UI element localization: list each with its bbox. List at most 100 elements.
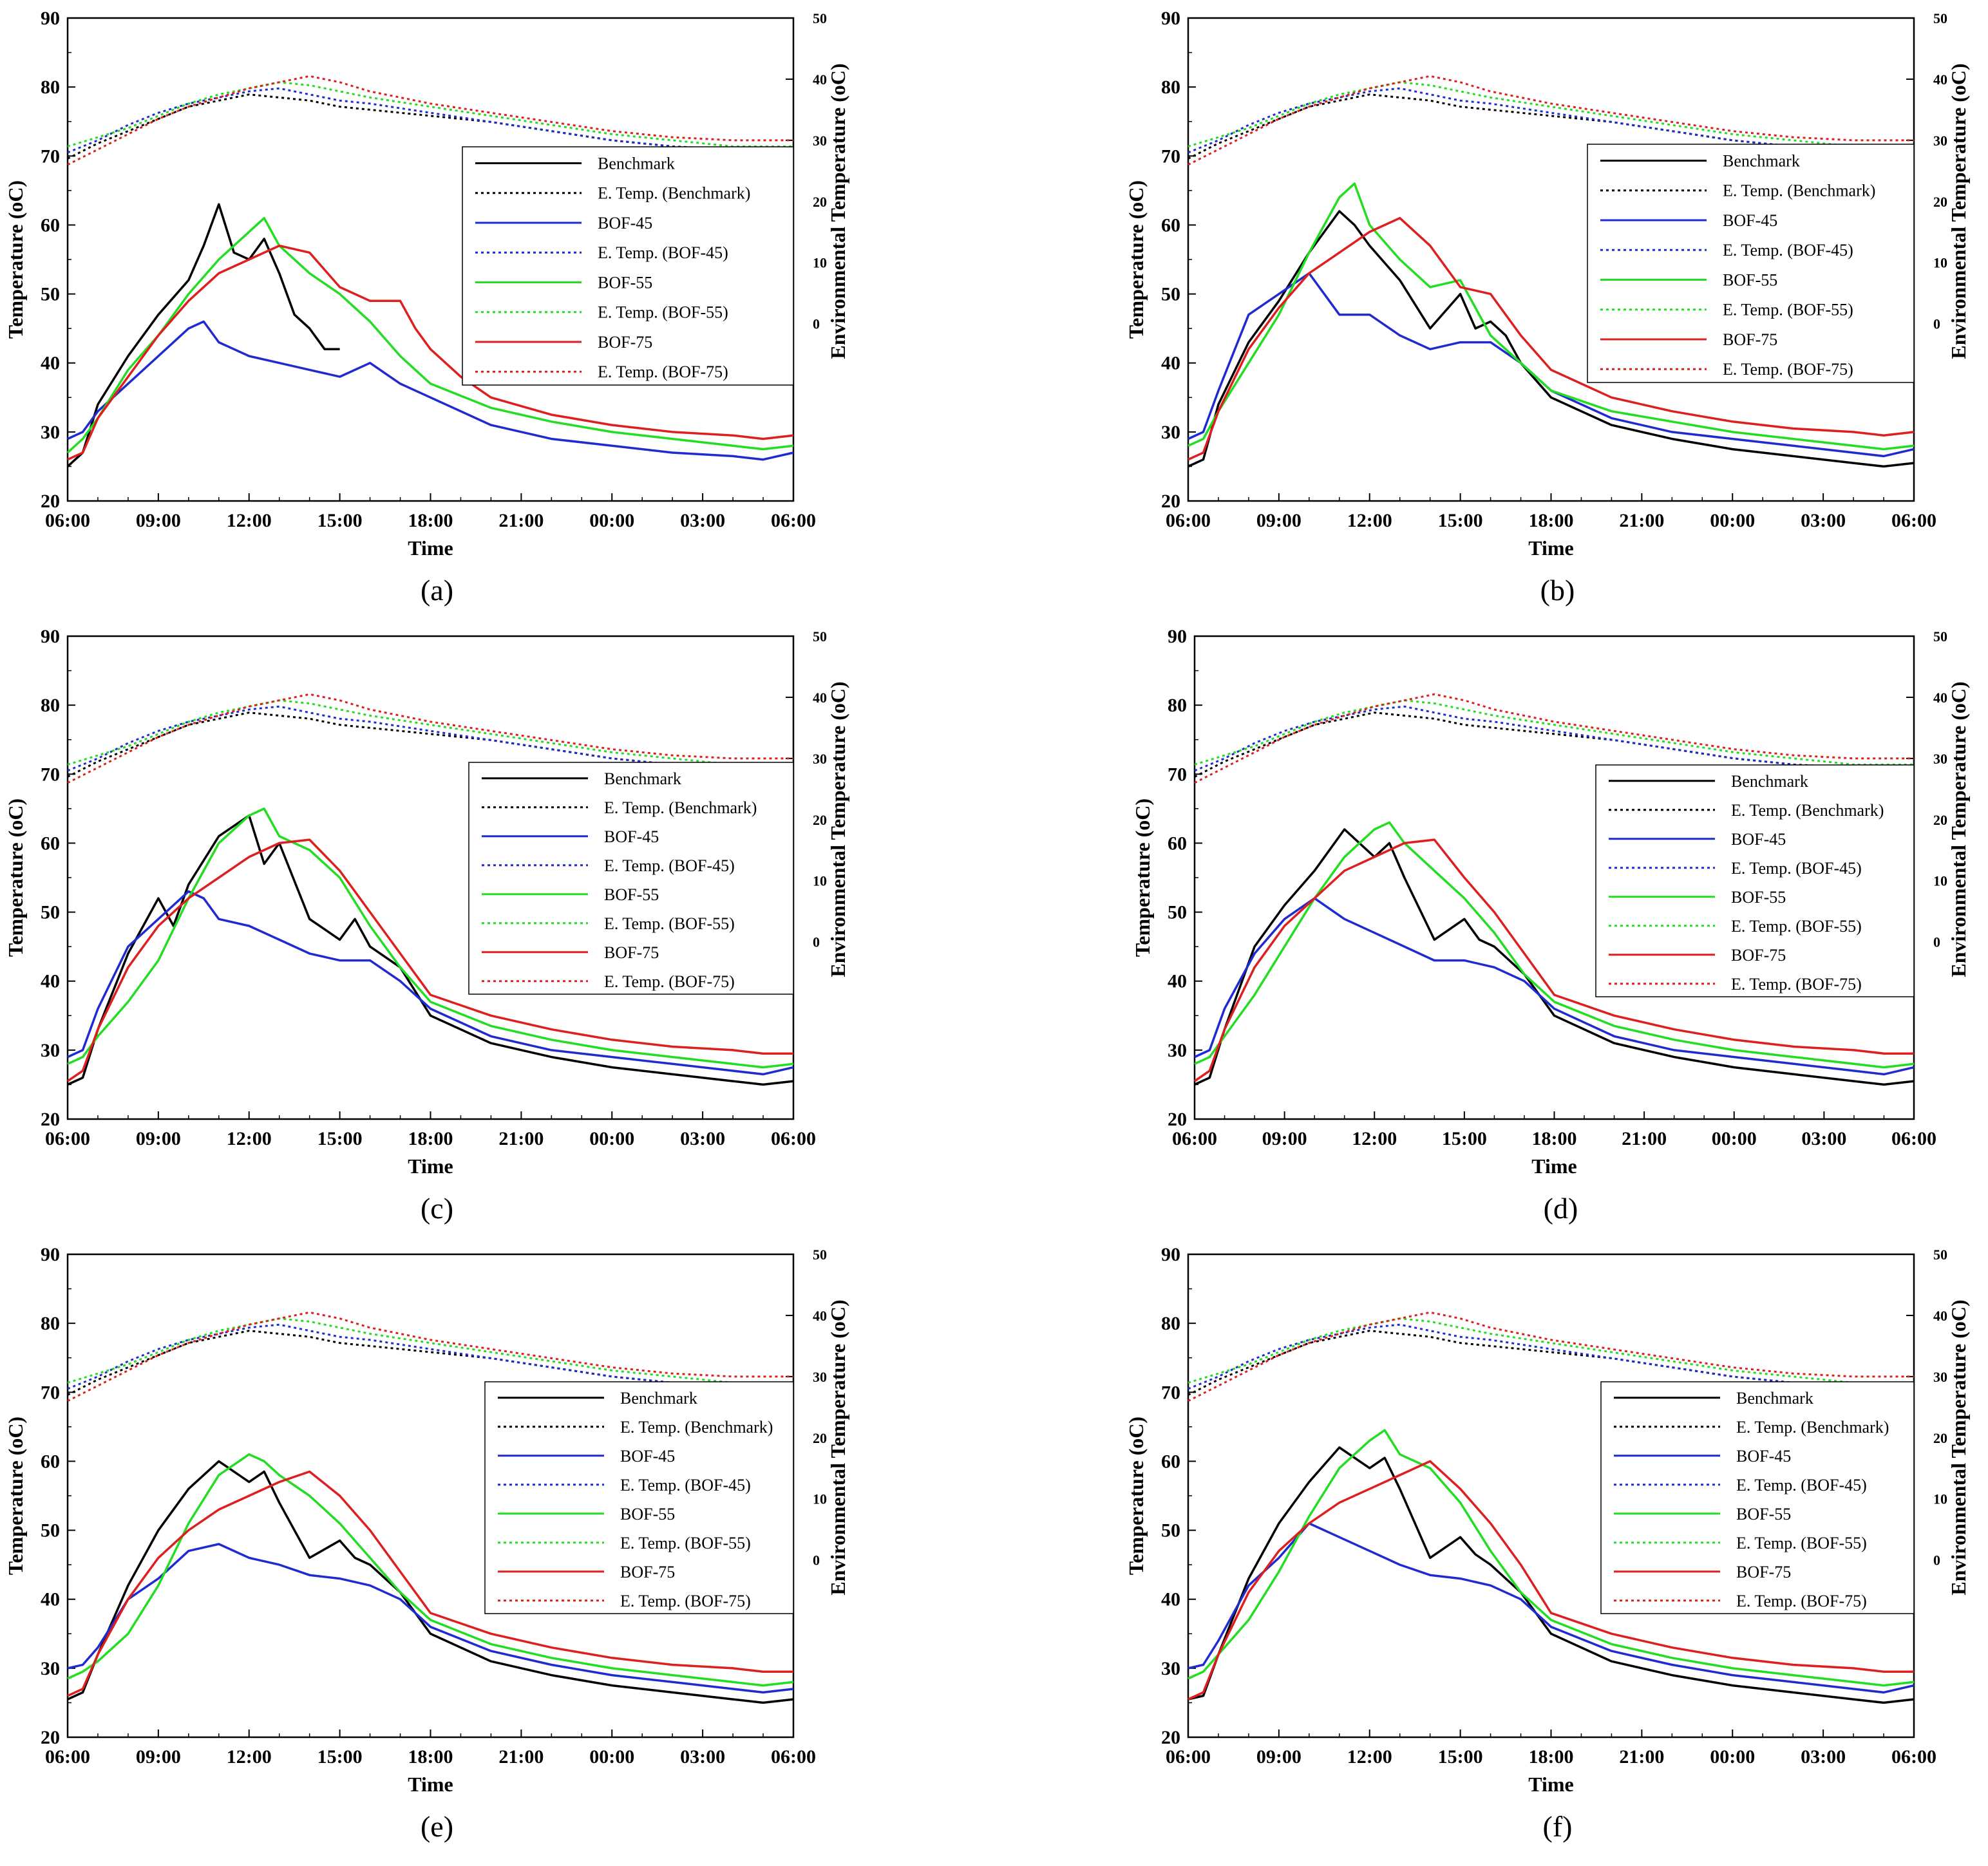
- series-line-e-temp-bof-45: [1194, 705, 1915, 775]
- legend-label-benchmark: Benchmark: [1723, 151, 1800, 170]
- series-line-bof-55: [67, 1453, 794, 1687]
- y2-axis-title: Environmental Temperature (oC): [826, 1299, 849, 1595]
- y-tick-label: 30: [41, 422, 60, 443]
- x-tick-label: 06:00: [45, 510, 90, 531]
- y-tick-label: 70: [1161, 1382, 1180, 1403]
- y-tick-label: 90: [41, 626, 60, 647]
- series-line-bof-75: [1188, 216, 1915, 461]
- series-line-bof-45: [1188, 1522, 1915, 1694]
- series-line-e-temp-bof-75: [67, 1311, 793, 1402]
- x-tick-label: 03:00: [1801, 510, 1846, 531]
- legend: Benchmark E. Temp. (Benchmark) BOF-45 E. Te…: [468, 762, 794, 995]
- y-tick-label: 90: [41, 8, 60, 29]
- x-tick-label: 21:00: [498, 510, 544, 531]
- x-tick-label: 00:00: [1712, 1128, 1757, 1149]
- chart-panel-f: 20 30 40 50 60 70 80 90 0 10 20 30 40 50 06:00 09:00 12:…: [1124, 1244, 1970, 1843]
- chart-panel-c: 20 30 40 50 60 70 80 90 0 10 20 30 40 50 06:00 09:00 12:…: [4, 626, 849, 1225]
- x-tick-label: 12:00: [227, 510, 272, 531]
- y2-tick-label: 10: [1933, 1491, 1947, 1507]
- legend-label-bof-75: BOF-75: [1723, 330, 1777, 349]
- y-tick-label: 80: [1161, 77, 1180, 98]
- chart-panel-e: 20 30 40 50 60 70 80 90 0 10 20 30 40 50 06:00 09:00 12:…: [4, 1244, 849, 1843]
- x-tick-label: 06:00: [771, 510, 816, 531]
- y-tick-label: 50: [41, 284, 60, 305]
- legend-label-bof-55: BOF-55: [620, 1505, 675, 1523]
- y-axis-title: Temperature (oC): [4, 798, 27, 957]
- legend-label-bof-55: BOF-55: [1736, 1505, 1791, 1523]
- y-tick-label: 80: [41, 695, 60, 716]
- x-tick-label: 09:00: [1256, 1746, 1302, 1767]
- x-tick-label: 18:00: [1529, 1746, 1574, 1767]
- legend-label-e-temp-benchmark: E. Temp. (Benchmark): [604, 798, 757, 817]
- legend-label-e-temp-bof-45: E. Temp. (BOF-45): [1736, 1476, 1867, 1494]
- y2-tick-label: 30: [1933, 133, 1947, 149]
- series-line-bof-75: [67, 244, 794, 461]
- legend-label-e-temp-bof-55: E. Temp. (BOF-55): [598, 303, 728, 322]
- legend-label-benchmark: Benchmark: [598, 154, 675, 173]
- y-tick-label: 50: [1161, 284, 1180, 305]
- y2-axis-title: Environmental Temperature (oC): [826, 63, 849, 359]
- legend-label-e-temp-bof-45: E. Temp. (BOF-45): [1723, 241, 1853, 259]
- y2-tick-label: 50: [1933, 1247, 1947, 1263]
- x-tick-label: 06:00: [771, 1746, 816, 1767]
- x-tick-label: 18:00: [408, 1746, 453, 1767]
- legend-label-bof-75: BOF-75: [620, 1563, 675, 1581]
- y-tick-label: 40: [41, 1589, 60, 1610]
- y2-tick-label: 0: [813, 1552, 820, 1569]
- x-tick-label: 03:00: [1801, 1746, 1846, 1767]
- x-tick-label: 00:00: [1710, 510, 1755, 531]
- x-tick-label: 15:00: [317, 1746, 363, 1767]
- legend-label-e-temp-bof-75: E. Temp. (BOF-75): [620, 1592, 751, 1610]
- x-tick-label: 06:00: [45, 1746, 90, 1767]
- series-line-benchmark: [67, 814, 794, 1086]
- legend-label-bof-55: BOF-55: [604, 885, 659, 904]
- y2-tick-label: 0: [813, 934, 820, 950]
- y2-axis-title: Environmental Temperature (oC): [1947, 1299, 1970, 1595]
- x-axis-title: Time: [1528, 536, 1574, 560]
- y2-tick-label: 10: [1933, 255, 1947, 271]
- y-tick-label: 40: [1161, 353, 1180, 374]
- y2-tick-label: 10: [1933, 873, 1947, 889]
- x-tick-label: 21:00: [1619, 510, 1664, 531]
- y2-tick-label: 40: [813, 1308, 827, 1324]
- y-tick-label: 50: [41, 1520, 60, 1541]
- y2-tick-label: 40: [1933, 1308, 1947, 1324]
- x-axis-title: Time: [408, 1154, 453, 1178]
- series-line-e-temp-bof-45: [1188, 87, 1915, 157]
- y-tick-label: 20: [41, 1109, 60, 1130]
- x-tick-label: 21:00: [1622, 1128, 1667, 1149]
- y-tick-label: 30: [1168, 1040, 1187, 1061]
- x-tick-label: 06:00: [771, 1128, 816, 1149]
- x-tick-label: 06:00: [1166, 1746, 1211, 1767]
- y-tick-label: 90: [1168, 626, 1187, 647]
- y2-axis-title: Environmental Temperature (oC): [826, 681, 849, 977]
- y2-tick-label: 40: [813, 71, 827, 88]
- x-tick-label: 12:00: [227, 1746, 272, 1767]
- y-axis-title: Temperature (oC): [1124, 180, 1148, 339]
- series-line-bof-75: [1194, 838, 1914, 1082]
- y2-tick-label: 50: [813, 1247, 827, 1263]
- x-tick-label: 09:00: [1262, 1128, 1307, 1149]
- x-tick-label: 18:00: [408, 1128, 453, 1149]
- y-tick-label: 40: [41, 353, 60, 374]
- x-axis-title: Time: [408, 1773, 453, 1796]
- legend-label-bof-75: BOF-75: [598, 333, 652, 352]
- y-tick-label: 40: [1168, 971, 1187, 992]
- y-tick-label: 20: [1161, 491, 1180, 512]
- x-tick-label: 09:00: [136, 510, 181, 531]
- series-line-e-temp-bof-75: [1188, 75, 1914, 166]
- legend-label-bof-45: BOF-45: [1731, 830, 1786, 849]
- legend-box: [468, 762, 794, 995]
- legend-label-bof-45: BOF-45: [1723, 211, 1777, 230]
- series-line-bof-55: [1188, 182, 1915, 451]
- x-tick-label: 15:00: [317, 510, 363, 531]
- x-tick-label: 15:00: [1438, 510, 1483, 531]
- x-tick-label: 06:00: [1891, 510, 1936, 531]
- y-tick-label: 60: [41, 1451, 60, 1472]
- y-tick-label: 80: [1161, 1313, 1180, 1334]
- series-line-bof-45: [67, 320, 794, 461]
- y2-tick-label: 30: [1933, 1369, 1947, 1385]
- legend-label-bof-45: BOF-45: [598, 214, 652, 232]
- legend-label-e-temp-bof-55: E. Temp. (BOF-55): [620, 1534, 751, 1552]
- y-tick-label: 80: [1168, 695, 1187, 716]
